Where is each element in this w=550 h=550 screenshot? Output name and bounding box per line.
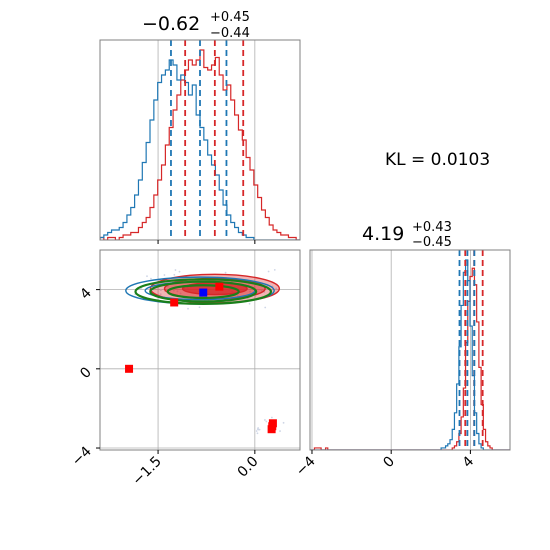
panel-bottom-left: −1.5 0.0 −4 0 4 <box>60 249 301 489</box>
histogram-bottom-right <box>310 259 510 450</box>
bl-xtick-label-0: −1.5 <box>130 454 165 489</box>
grid-top-left <box>157 40 256 240</box>
scatter-point <box>173 273 176 276</box>
scatter-point <box>159 289 162 292</box>
contour-green-1 <box>149 280 258 303</box>
bl-ytick-label-1: 0 <box>77 364 95 382</box>
scatter-point <box>257 428 260 431</box>
scatter-point <box>255 430 258 432</box>
br-hist-red <box>310 267 510 450</box>
ticks-bottom-right: −4 0 4 <box>293 450 477 479</box>
marker-2 <box>170 298 179 307</box>
tl-hist-blue <box>100 59 300 240</box>
br-xtick-label-2: 4 <box>460 453 478 471</box>
title-top-left-median: −0.62 <box>142 13 200 35</box>
scatter-point <box>157 275 159 278</box>
scatter-point <box>179 292 182 295</box>
scatter-point <box>224 271 227 274</box>
marker-0 <box>199 288 208 297</box>
kl-divergence-label: KL = 0.0103 <box>385 150 490 170</box>
scatter-point <box>157 293 160 295</box>
frame-bottom-left <box>99 249 301 451</box>
title-top-left-minus: −0.44 <box>210 26 250 41</box>
scatter-point <box>248 302 251 305</box>
scatter-point <box>172 289 175 292</box>
br-xtick-label-0: −4 <box>293 453 319 479</box>
scatter-point <box>282 421 285 424</box>
ticks-bottom-left: −1.5 0.0 −4 0 4 <box>69 285 262 489</box>
frame-top-left <box>99 39 301 241</box>
scatter-point <box>279 430 281 432</box>
scatter-point <box>264 419 266 421</box>
scatter-point <box>60 278 62 280</box>
scatter-point <box>198 306 201 309</box>
scatter-point <box>140 287 143 290</box>
quantile-lines-bottom-right <box>458 250 484 450</box>
bl-ytick-label-2: 4 <box>77 285 95 303</box>
scatter-point <box>146 275 148 278</box>
title-bottom-right-minus: −0.45 <box>412 235 452 250</box>
scatter-point <box>270 416 273 419</box>
scatter-point <box>178 270 181 273</box>
scatter-point <box>257 427 260 429</box>
frame-bottom-right <box>309 249 511 451</box>
scatter-point <box>275 287 278 290</box>
contour-green-2 <box>166 284 240 300</box>
br-xtick-label-1: 0 <box>380 454 398 472</box>
scatter-point <box>260 289 263 292</box>
scatter-point <box>159 293 162 296</box>
scatter-point <box>267 270 270 273</box>
title-bottom-right-median: 4.19 <box>362 223 404 245</box>
scatter-point <box>249 290 252 293</box>
marker-6 <box>268 422 277 431</box>
title-top-left-plus: +0.45 <box>210 10 250 25</box>
bl-ytick-label-0: −4 <box>69 443 95 469</box>
scatter-point <box>176 290 179 293</box>
marker-3 <box>125 364 134 373</box>
scatter-point <box>273 268 276 271</box>
br-hist-blue <box>310 259 510 450</box>
quantile-lines-top-left <box>170 40 245 240</box>
title-bottom-right-plus: +0.43 <box>412 220 452 235</box>
scatter-point <box>163 274 166 276</box>
scatter-point <box>264 306 267 309</box>
scatter-point <box>150 277 152 280</box>
scatter-point <box>254 295 257 298</box>
scatter-point <box>265 420 268 423</box>
bl-xtick-label-1: 0.0 <box>235 454 262 481</box>
grid-bottom-right <box>311 250 471 450</box>
markers <box>125 282 277 434</box>
contour-green-0 <box>134 278 273 305</box>
scatter-point <box>187 307 189 310</box>
scatter-point <box>256 432 259 435</box>
contours <box>125 273 281 305</box>
panel-bottom-right: −4 0 4 4.19 +0.43 −0.45 <box>293 220 511 479</box>
ticks-top-left <box>157 240 256 244</box>
panel-top-left: −0.62 +0.45 −0.44 <box>99 10 301 244</box>
scatter-point <box>174 269 177 271</box>
marker-1 <box>215 282 224 291</box>
